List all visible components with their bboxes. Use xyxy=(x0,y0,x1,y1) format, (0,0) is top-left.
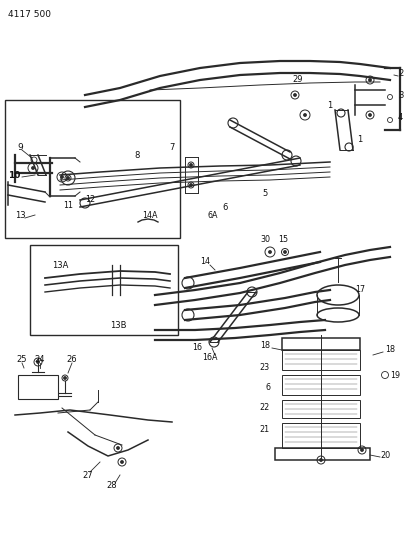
Text: 23: 23 xyxy=(260,364,270,373)
Text: 18: 18 xyxy=(385,345,395,354)
Text: 13A: 13A xyxy=(52,261,68,270)
Text: 11: 11 xyxy=(63,200,73,209)
Text: 5: 5 xyxy=(262,189,268,198)
Circle shape xyxy=(32,167,34,169)
Circle shape xyxy=(294,94,296,96)
Bar xyxy=(282,350,360,370)
Text: 8: 8 xyxy=(134,150,140,159)
Text: 30: 30 xyxy=(260,236,270,245)
Text: 16: 16 xyxy=(192,343,202,351)
Text: 21: 21 xyxy=(260,425,270,434)
Circle shape xyxy=(121,461,123,463)
Bar xyxy=(18,375,58,399)
Text: 13: 13 xyxy=(15,211,26,220)
Bar xyxy=(275,448,370,460)
Text: 6: 6 xyxy=(265,384,270,392)
Circle shape xyxy=(361,449,363,451)
Text: 15: 15 xyxy=(278,236,288,245)
Text: 1: 1 xyxy=(357,135,363,144)
Text: 20: 20 xyxy=(380,450,390,459)
Text: 28: 28 xyxy=(106,481,118,490)
Text: 4117 500: 4117 500 xyxy=(8,10,51,19)
Text: 12: 12 xyxy=(85,196,95,205)
Circle shape xyxy=(64,377,66,379)
Bar xyxy=(282,375,360,395)
Text: 25: 25 xyxy=(17,356,27,365)
Circle shape xyxy=(269,251,271,253)
Circle shape xyxy=(37,361,39,363)
Text: 26: 26 xyxy=(67,356,77,365)
Circle shape xyxy=(284,251,286,253)
Text: 27: 27 xyxy=(83,471,93,480)
Text: 13B: 13B xyxy=(110,320,126,329)
Bar xyxy=(5,100,180,238)
Text: 6: 6 xyxy=(222,203,228,212)
Text: 29: 29 xyxy=(293,76,303,85)
Circle shape xyxy=(320,459,322,461)
Bar xyxy=(30,245,178,335)
Circle shape xyxy=(304,114,306,116)
Text: 14A: 14A xyxy=(142,211,158,220)
Circle shape xyxy=(369,79,371,81)
Text: 2: 2 xyxy=(398,69,403,77)
Circle shape xyxy=(190,184,192,186)
Text: 14: 14 xyxy=(200,257,210,266)
Circle shape xyxy=(190,164,192,166)
Text: 7: 7 xyxy=(169,143,175,152)
Text: 17: 17 xyxy=(355,286,365,295)
Text: 18: 18 xyxy=(260,342,270,351)
Text: 19: 19 xyxy=(390,370,400,379)
Text: 4: 4 xyxy=(398,114,403,123)
Text: 1: 1 xyxy=(327,101,333,109)
Text: 9: 9 xyxy=(17,143,23,152)
Text: 24: 24 xyxy=(35,356,45,365)
Circle shape xyxy=(61,176,63,178)
Bar xyxy=(282,423,360,448)
Text: 16A: 16A xyxy=(202,353,218,362)
Circle shape xyxy=(369,114,371,116)
Text: 22: 22 xyxy=(260,403,270,413)
Bar xyxy=(282,400,360,418)
Text: 3: 3 xyxy=(398,91,404,100)
Text: 10: 10 xyxy=(8,171,20,180)
Bar xyxy=(282,338,360,350)
Text: 6A: 6A xyxy=(208,211,218,220)
Circle shape xyxy=(67,177,69,179)
Circle shape xyxy=(117,447,119,449)
